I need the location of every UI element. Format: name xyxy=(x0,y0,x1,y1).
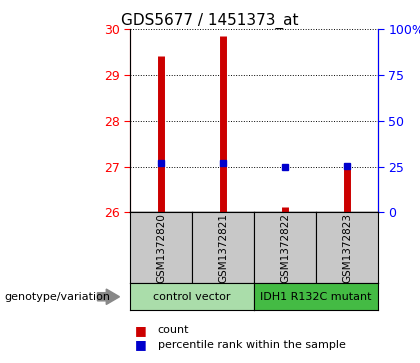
Text: genotype/variation: genotype/variation xyxy=(4,292,110,302)
Text: count: count xyxy=(158,325,189,335)
Text: IDH1 R132C mutant: IDH1 R132C mutant xyxy=(260,292,372,302)
Text: GSM1372821: GSM1372821 xyxy=(218,213,228,283)
Text: GSM1372822: GSM1372822 xyxy=(280,213,290,283)
Text: ■: ■ xyxy=(134,324,146,337)
Text: ■: ■ xyxy=(134,338,146,351)
FancyArrow shape xyxy=(97,289,120,305)
Text: GSM1372820: GSM1372820 xyxy=(156,213,166,283)
Text: GDS5677 / 1451373_at: GDS5677 / 1451373_at xyxy=(121,13,299,29)
Text: percentile rank within the sample: percentile rank within the sample xyxy=(158,340,345,350)
Text: GSM1372823: GSM1372823 xyxy=(342,213,352,283)
Text: control vector: control vector xyxy=(153,292,231,302)
